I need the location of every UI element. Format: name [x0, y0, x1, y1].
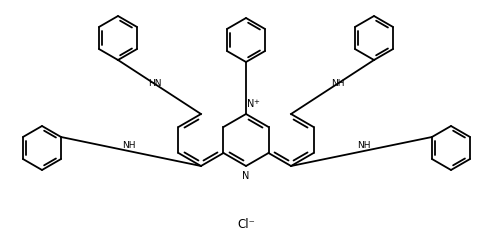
Text: +: + — [253, 99, 259, 105]
Text: NH: NH — [357, 141, 370, 150]
Text: NH: NH — [122, 141, 136, 150]
Text: N: N — [247, 99, 254, 109]
Text: N: N — [243, 171, 249, 181]
Text: NH: NH — [331, 80, 344, 89]
Text: HN: HN — [148, 80, 161, 89]
Text: Cl⁻: Cl⁻ — [237, 218, 255, 231]
